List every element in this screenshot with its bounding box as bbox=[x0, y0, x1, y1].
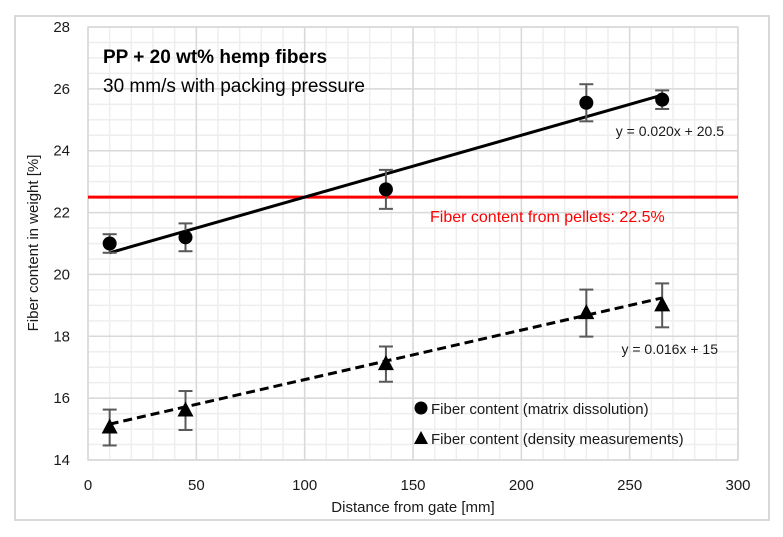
y-tick-label: 24 bbox=[53, 143, 70, 160]
x-axis-title: Distance from gate [mm] bbox=[331, 499, 494, 516]
legend-label-dissolution: Fiber content (matrix dissolution) bbox=[431, 401, 649, 418]
x-tick-label: 300 bbox=[725, 477, 750, 494]
x-tick-label: 0 bbox=[84, 477, 92, 494]
x-tick-label: 250 bbox=[617, 477, 642, 494]
y-tick-label: 14 bbox=[53, 452, 70, 469]
y-tick-label: 20 bbox=[53, 266, 70, 283]
data-point-triangle bbox=[177, 401, 194, 417]
error-bars bbox=[102, 83, 670, 447]
y-axis-ticks: 14 16 18 20 22 24 26 28 bbox=[53, 19, 70, 469]
plot-area bbox=[87, 26, 739, 461]
data-point-circle bbox=[579, 95, 594, 110]
reference-line-label: Fiber content from pellets: 22.5% bbox=[430, 209, 665, 226]
data-point-triangle bbox=[578, 304, 595, 320]
data-point-triangle bbox=[654, 296, 671, 312]
y-axis-title: Fiber content in weight [%] bbox=[25, 155, 42, 332]
legend: Fiber content (matrix dissolution) Fiber… bbox=[414, 401, 684, 448]
data-point-triangle bbox=[101, 418, 118, 434]
x-tick-label: 150 bbox=[400, 477, 425, 494]
chart-title: PP + 20 wt% hemp fibers bbox=[103, 47, 327, 68]
legend-triangle-icon bbox=[414, 431, 428, 444]
legend-circle-icon bbox=[414, 401, 428, 415]
y-tick-label: 26 bbox=[53, 81, 70, 98]
x-axis-ticks: 0 50 100 150 200 250 300 bbox=[84, 477, 751, 494]
y-tick-label: 28 bbox=[53, 19, 70, 36]
trend-equation-density: y = 0.016x + 15 bbox=[621, 341, 718, 357]
x-tick-label: 100 bbox=[292, 477, 317, 494]
data-point-circle bbox=[655, 92, 670, 107]
y-tick-label: 22 bbox=[53, 205, 70, 222]
chart-subtitle: 30 mm/s with packing pressure bbox=[103, 76, 365, 97]
x-tick-label: 50 bbox=[188, 477, 205, 494]
data-markers bbox=[101, 92, 671, 434]
y-tick-label: 16 bbox=[53, 390, 70, 407]
data-point-circle bbox=[178, 230, 193, 245]
data-point-triangle bbox=[377, 355, 394, 371]
data-point-circle bbox=[378, 182, 393, 197]
trend-equation-dissolution: y = 0.020x + 20.5 bbox=[616, 123, 724, 139]
legend-label-density: Fiber content (density measurements) bbox=[431, 431, 684, 448]
x-tick-label: 200 bbox=[509, 477, 534, 494]
y-tick-label: 18 bbox=[53, 328, 70, 345]
data-point-circle bbox=[102, 236, 117, 251]
